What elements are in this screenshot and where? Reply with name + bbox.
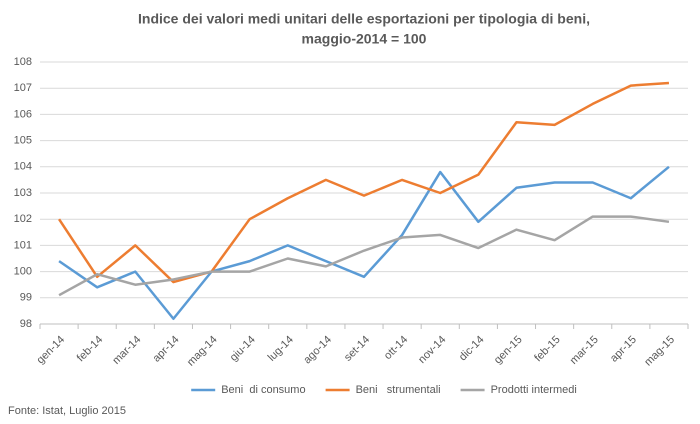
y-tick-label: 102: [14, 213, 32, 225]
series-line: [58, 215, 670, 297]
y-tick-label: 106: [14, 108, 32, 120]
legend-label: Beni strumentali: [356, 384, 441, 396]
chart-title: Indice dei valori medi unitari delle esp…: [138, 11, 590, 27]
y-tick-label: 104: [14, 161, 32, 173]
y-tick-label: 101: [14, 239, 32, 251]
y-tick-label: 98: [20, 318, 32, 330]
series-line: [58, 165, 670, 321]
chart-title: maggio-2014 = 100: [302, 31, 427, 47]
series-line: [58, 81, 670, 284]
y-tick-label: 103: [14, 187, 32, 199]
y-tick-label: 100: [14, 266, 32, 278]
legend-label: Beni di consumo: [221, 384, 305, 396]
y-tick-label: 107: [14, 82, 32, 94]
legend-label: Prodotti intermedi: [491, 384, 577, 396]
source-note: Fonte: Istat, Luglio 2015: [8, 405, 126, 417]
y-tick-label: 105: [14, 135, 32, 147]
y-tick-label: 99: [20, 292, 32, 304]
y-tick-label: 108: [14, 56, 32, 68]
